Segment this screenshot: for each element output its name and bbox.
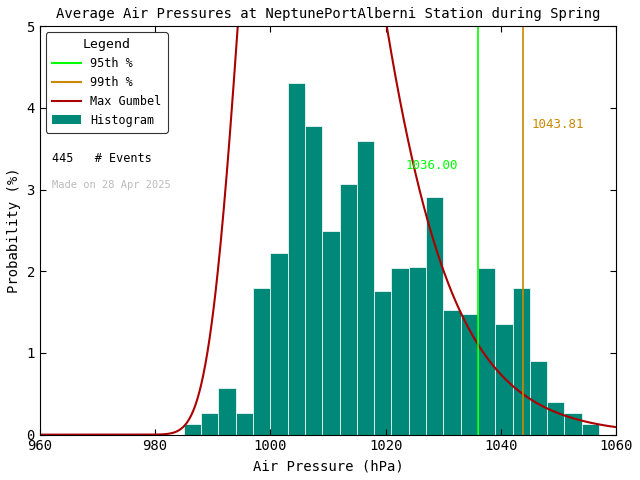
Bar — [495, 324, 513, 434]
Bar — [547, 402, 564, 434]
Bar — [392, 268, 409, 434]
Bar — [426, 197, 444, 434]
Text: Made on 28 Apr 2025: Made on 28 Apr 2025 — [52, 180, 171, 191]
Bar — [409, 267, 426, 434]
X-axis label: Air Pressure (hPa): Air Pressure (hPa) — [253, 459, 403, 473]
Text: 1036.00: 1036.00 — [406, 159, 458, 172]
Bar — [530, 361, 547, 434]
Legend: 95th %, 99th %, Max Gumbel, Histogram: 95th %, 99th %, Max Gumbel, Histogram — [45, 32, 168, 132]
Bar — [357, 141, 374, 434]
Bar — [236, 413, 253, 434]
Bar — [287, 83, 305, 434]
Bar — [184, 424, 201, 434]
Bar — [478, 268, 495, 434]
Y-axis label: Probability (%): Probability (%) — [7, 168, 21, 293]
Text: 445   # Events: 445 # Events — [52, 152, 152, 165]
Bar — [323, 231, 340, 434]
Bar — [305, 126, 323, 434]
Bar — [340, 184, 357, 434]
Bar — [270, 253, 287, 434]
Bar — [253, 288, 270, 434]
Title: Average Air Pressures at NeptunePortAlberni Station during Spring: Average Air Pressures at NeptunePortAlbe… — [56, 7, 600, 21]
Text: 1043.81: 1043.81 — [532, 119, 584, 132]
Bar — [461, 314, 478, 434]
Bar — [564, 413, 582, 434]
Bar — [513, 288, 530, 434]
Bar — [582, 424, 599, 434]
Bar — [374, 291, 392, 434]
Bar — [444, 311, 461, 434]
Bar — [201, 413, 218, 434]
Bar — [218, 388, 236, 434]
